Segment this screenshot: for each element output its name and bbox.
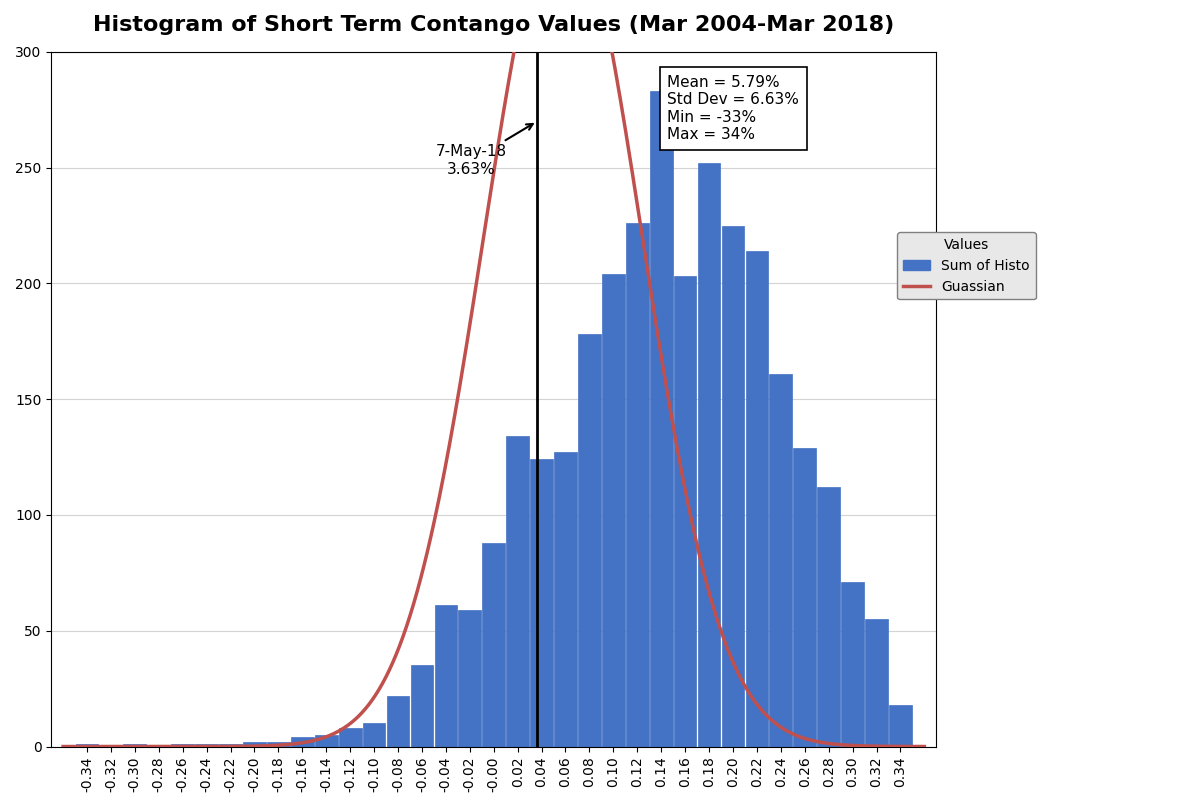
Bar [769, 374, 792, 746]
Bar [434, 605, 457, 746]
Title: Histogram of Short Term Contango Values (Mar 2004-Mar 2018): Histogram of Short Term Contango Values … [94, 15, 894, 35]
Bar [458, 610, 481, 746]
Text: 7-May-18
3.63%: 7-May-18 3.63% [436, 124, 533, 177]
Bar [650, 91, 672, 746]
Bar [482, 543, 505, 746]
Bar [530, 459, 553, 746]
Bar [268, 742, 289, 746]
Bar [554, 453, 577, 746]
Bar [172, 744, 194, 746]
Bar [220, 744, 242, 746]
Bar [314, 735, 337, 746]
Bar [362, 723, 385, 746]
Bar [673, 277, 696, 746]
Text: Mean = 5.79%
Std Dev = 6.63%
Min = -33%
Max = 34%: Mean = 5.79% Std Dev = 6.63% Min = -33% … [667, 75, 799, 142]
Bar [697, 163, 720, 746]
Bar [506, 437, 529, 746]
Bar [578, 334, 601, 746]
Bar [793, 448, 816, 746]
Bar [410, 666, 433, 746]
Bar [124, 744, 146, 746]
Bar [721, 225, 744, 746]
Legend: Sum of Histo, Guassian: Sum of Histo, Guassian [898, 232, 1036, 299]
Bar [196, 744, 218, 746]
Bar [76, 744, 98, 746]
Bar [290, 738, 313, 746]
Bar [841, 582, 864, 746]
Bar [602, 274, 625, 746]
Bar [745, 251, 768, 746]
Bar [386, 696, 409, 746]
Bar [889, 705, 912, 746]
Bar [338, 728, 361, 746]
Bar [244, 742, 266, 746]
Bar [626, 224, 649, 746]
Bar [817, 487, 840, 746]
Bar [865, 619, 888, 746]
